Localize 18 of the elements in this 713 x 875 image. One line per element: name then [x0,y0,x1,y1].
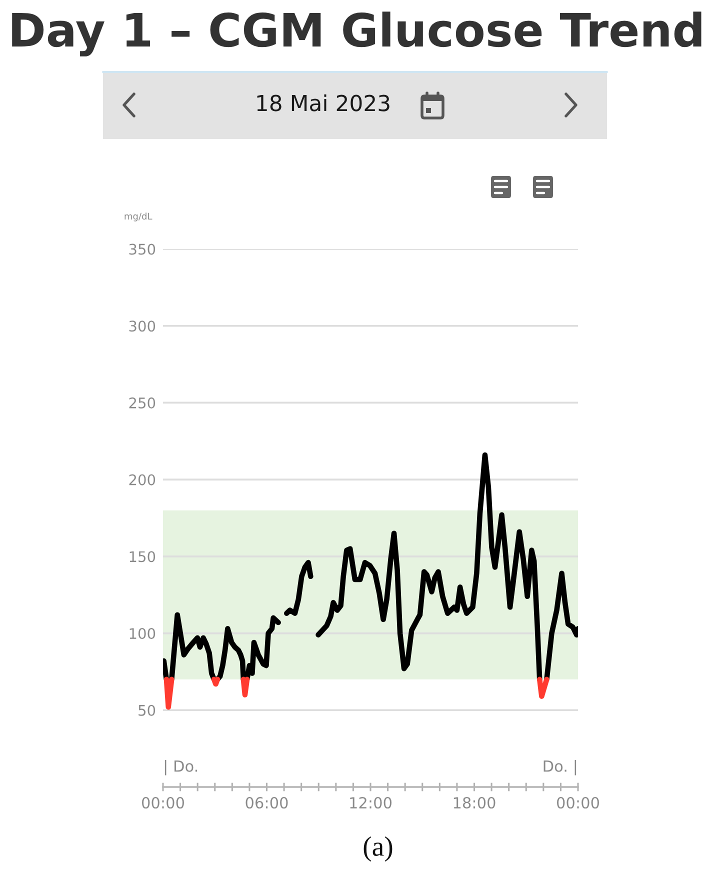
text: (a) [364,836,392,862]
y-tick-label: 250 [129,397,156,408]
annotation: | Do. [164,760,198,776]
y-tick-label: 150 [130,551,156,562]
y-tick-label: 100 [130,628,156,640]
x-tick-label: 00:00 [142,796,184,809]
y-tick-label: 350 [129,244,156,255]
chart-title: Day 1 – CGM Glucose Trend [12,12,702,56]
x-tick-label: 06:00 [246,796,288,809]
y-tick-label: 50 [138,704,156,716]
y-axis-title: mg/dL [124,212,152,222]
annotation: Do. | [544,760,576,776]
x-tick-label: 18:00 [454,796,496,809]
y-tick-label: 200 [129,474,156,486]
chart-subtitle: 18 Mai 2023 [257,94,390,112]
y-tick-label: 300 [129,320,156,332]
x-tick-label: 00:00 [556,796,599,809]
x-tick-label: 12:00 [350,796,392,809]
